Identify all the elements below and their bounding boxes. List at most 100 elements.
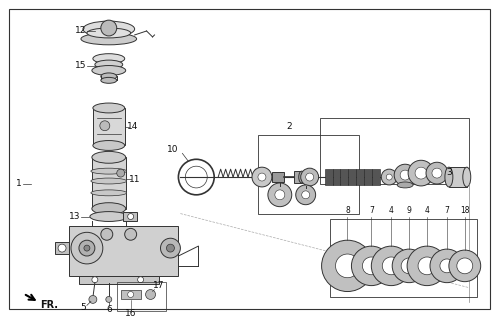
Text: 2: 2 <box>286 122 291 131</box>
Text: 4: 4 <box>425 206 430 215</box>
Ellipse shape <box>90 212 128 221</box>
Circle shape <box>382 257 400 275</box>
Bar <box>324 169 332 185</box>
Ellipse shape <box>397 182 413 188</box>
Ellipse shape <box>299 171 305 183</box>
Bar <box>123 212 137 221</box>
Bar <box>319 118 469 184</box>
Bar <box>272 172 284 182</box>
Circle shape <box>440 259 454 273</box>
Circle shape <box>408 160 434 186</box>
Bar <box>364 169 372 185</box>
Circle shape <box>258 173 266 181</box>
Ellipse shape <box>92 203 126 214</box>
Circle shape <box>426 162 448 184</box>
Bar <box>121 290 141 300</box>
Text: 11: 11 <box>129 174 140 184</box>
Bar <box>55 242 69 254</box>
Circle shape <box>321 240 373 292</box>
Bar <box>93 108 125 146</box>
Text: 10: 10 <box>167 145 178 154</box>
Text: 16: 16 <box>125 309 136 318</box>
Circle shape <box>418 257 436 275</box>
Circle shape <box>92 277 98 283</box>
Circle shape <box>401 258 417 274</box>
Ellipse shape <box>91 190 127 196</box>
Ellipse shape <box>95 60 123 69</box>
Circle shape <box>371 246 411 286</box>
Circle shape <box>101 228 113 240</box>
Bar <box>348 169 356 185</box>
Text: 13: 13 <box>69 212 81 221</box>
Circle shape <box>386 174 392 180</box>
Ellipse shape <box>101 73 117 80</box>
Circle shape <box>400 170 410 180</box>
Circle shape <box>128 213 134 220</box>
Ellipse shape <box>101 77 117 83</box>
Ellipse shape <box>87 28 131 38</box>
Circle shape <box>128 292 134 298</box>
Bar <box>356 169 364 185</box>
Circle shape <box>84 245 90 251</box>
Text: 5: 5 <box>80 303 86 312</box>
Circle shape <box>415 167 427 179</box>
Circle shape <box>457 258 473 274</box>
Circle shape <box>449 250 481 282</box>
Bar <box>92 157 126 209</box>
Circle shape <box>275 190 285 200</box>
Circle shape <box>301 168 319 186</box>
Text: 7: 7 <box>369 206 374 215</box>
Circle shape <box>306 173 314 181</box>
Ellipse shape <box>93 54 125 64</box>
Bar <box>69 226 179 276</box>
Bar <box>79 276 159 284</box>
Circle shape <box>252 167 272 187</box>
Bar <box>332 169 340 185</box>
Text: FR.: FR. <box>40 300 58 310</box>
Text: 14: 14 <box>127 122 138 131</box>
Circle shape <box>138 277 144 283</box>
Circle shape <box>79 240 95 256</box>
Circle shape <box>106 296 112 302</box>
Text: 17: 17 <box>153 281 164 290</box>
Ellipse shape <box>463 167 471 187</box>
Ellipse shape <box>91 178 127 184</box>
Ellipse shape <box>83 21 135 37</box>
Circle shape <box>392 249 426 283</box>
Bar <box>117 282 167 311</box>
Circle shape <box>167 244 175 252</box>
Text: 6: 6 <box>106 305 112 314</box>
Circle shape <box>302 191 310 199</box>
Bar <box>449 167 467 187</box>
Bar <box>372 169 380 185</box>
Ellipse shape <box>92 66 126 76</box>
Text: 4: 4 <box>389 206 394 215</box>
Text: 7: 7 <box>445 206 449 215</box>
Circle shape <box>335 254 359 278</box>
Ellipse shape <box>445 167 453 187</box>
Ellipse shape <box>93 140 125 150</box>
Circle shape <box>432 168 442 178</box>
Bar <box>329 219 477 298</box>
Bar <box>258 135 359 213</box>
Circle shape <box>71 232 103 264</box>
Circle shape <box>362 257 380 275</box>
Circle shape <box>394 164 416 186</box>
Ellipse shape <box>81 33 137 45</box>
Circle shape <box>296 185 316 205</box>
Circle shape <box>101 20 117 36</box>
Circle shape <box>146 290 156 300</box>
Text: 15: 15 <box>75 61 87 70</box>
Bar <box>340 169 348 185</box>
Text: 1: 1 <box>16 180 22 188</box>
Text: 9: 9 <box>407 206 412 215</box>
Text: 12: 12 <box>75 27 87 36</box>
Circle shape <box>430 249 464 283</box>
Circle shape <box>351 246 391 286</box>
Circle shape <box>117 169 125 177</box>
Text: 8: 8 <box>345 206 350 215</box>
Bar <box>294 171 302 183</box>
Ellipse shape <box>92 151 126 163</box>
Circle shape <box>381 169 397 185</box>
Circle shape <box>407 246 447 286</box>
